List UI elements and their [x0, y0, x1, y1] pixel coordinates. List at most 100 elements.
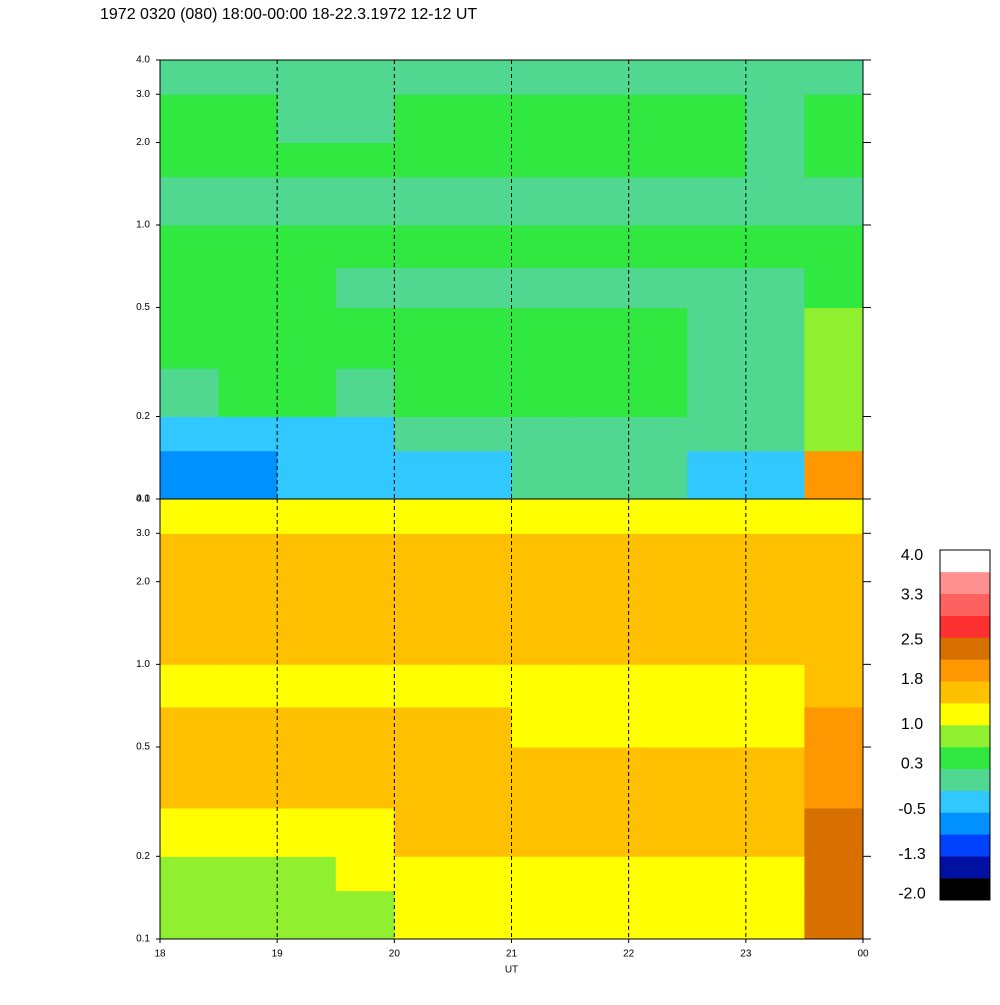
y-tick-label: 1.0	[136, 220, 150, 231]
heat-cell	[452, 890, 512, 940]
heat-cell	[335, 581, 395, 617]
y-tick-label: 1.0	[136, 659, 150, 670]
heat-cell	[160, 307, 220, 369]
heat-cell	[160, 533, 220, 583]
heat-cell	[804, 664, 864, 708]
heat-cell	[452, 60, 512, 95]
heat-cell	[277, 224, 337, 268]
heat-cell	[394, 224, 454, 268]
heat-cell	[218, 807, 278, 857]
y-tick-label: 0.5	[136, 742, 150, 753]
heat-cell	[218, 94, 278, 143]
heat-cell	[745, 856, 805, 892]
heat-cell	[160, 368, 220, 418]
y-tick-label: 4.0	[136, 494, 150, 505]
heat-cell	[570, 142, 630, 178]
heat-cell	[628, 94, 688, 143]
heat-cell	[511, 533, 571, 583]
heat-cell	[804, 176, 864, 226]
colorbar-cell	[940, 659, 990, 682]
heat-cell	[335, 142, 395, 178]
heat-cell	[570, 664, 630, 708]
heat-cell	[218, 307, 278, 369]
heat-cell	[745, 450, 805, 500]
heat-cell	[687, 267, 747, 308]
heat-cell	[745, 499, 805, 534]
heat-cell	[687, 890, 747, 940]
heat-cell	[628, 747, 688, 809]
heat-cell	[687, 60, 747, 95]
heat-cell	[452, 706, 512, 748]
colorbar-cell	[940, 878, 990, 901]
heat-cell	[160, 267, 220, 308]
colorbar-cell	[940, 615, 990, 638]
heat-cell	[804, 890, 864, 940]
heat-cell	[687, 747, 747, 809]
heat-cell	[218, 747, 278, 809]
heat-cell	[511, 664, 571, 708]
heat-cell	[277, 176, 337, 226]
heat-cell	[745, 807, 805, 857]
heat-cell	[277, 142, 337, 178]
heat-cell	[745, 267, 805, 308]
heat-cell	[394, 533, 454, 583]
y-tick-label: 0.5	[136, 302, 150, 313]
heat-cell	[804, 450, 864, 500]
heat-cell	[745, 890, 805, 940]
heat-cell	[570, 807, 630, 857]
heat-cell	[160, 706, 220, 748]
heat-cell	[511, 224, 571, 268]
heat-cell	[628, 450, 688, 500]
heat-cell	[804, 267, 864, 308]
colorbar-cell	[940, 812, 990, 835]
heat-cell	[570, 706, 630, 748]
heat-cell	[335, 60, 395, 95]
heat-cell	[452, 664, 512, 708]
heat-cell	[511, 615, 571, 665]
y-tick-label: 4.0	[136, 55, 150, 66]
colorbar-cell	[940, 593, 990, 616]
heat-cell	[160, 615, 220, 665]
heat-cell	[804, 94, 864, 143]
heat-cell	[218, 368, 278, 418]
heat-cell	[452, 747, 512, 809]
heat-cell	[335, 664, 395, 708]
heat-cell	[511, 60, 571, 95]
heat-cell	[277, 747, 337, 809]
heat-cell	[160, 581, 220, 617]
heat-cell	[394, 706, 454, 748]
heat-cell	[335, 94, 395, 143]
heat-cell	[335, 890, 395, 940]
colorbar-label: 0.3	[901, 756, 923, 773]
heat-cell	[218, 142, 278, 178]
heat-cell	[745, 664, 805, 708]
heat-cell	[277, 581, 337, 617]
heat-cell	[511, 368, 571, 418]
heat-cell	[628, 176, 688, 226]
heat-cell	[570, 856, 630, 892]
heat-cell	[160, 747, 220, 809]
heat-cell	[804, 499, 864, 534]
heat-cell	[628, 142, 688, 178]
heat-cell	[452, 176, 512, 226]
heat-cell	[687, 416, 747, 452]
heat-cell	[745, 142, 805, 178]
heat-cell	[628, 615, 688, 665]
heat-cell	[687, 94, 747, 143]
heat-cell	[394, 499, 454, 534]
heat-cell	[804, 747, 864, 809]
heat-cell	[687, 706, 747, 748]
heat-cell	[335, 368, 395, 418]
heat-cell	[570, 224, 630, 268]
colorbar-cell	[940, 746, 990, 770]
colorbar-cell	[940, 834, 990, 857]
heat-cell	[745, 176, 805, 226]
heat-cell	[628, 307, 688, 369]
heat-cell	[218, 176, 278, 226]
heat-cell	[628, 664, 688, 708]
heat-cell	[745, 60, 805, 95]
y-tick-label: 0.1	[136, 494, 150, 505]
heat-cell	[160, 664, 220, 708]
heat-cell	[628, 60, 688, 95]
heat-cell	[804, 416, 864, 452]
